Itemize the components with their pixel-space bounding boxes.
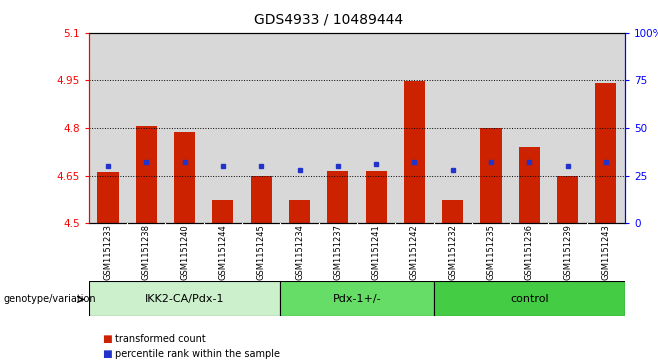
Text: ■: ■ — [102, 334, 112, 344]
Bar — [89, 281, 280, 316]
Bar — [127, 33, 165, 223]
Text: Pdx-1+/-: Pdx-1+/- — [333, 294, 381, 303]
Text: genotype/variation: genotype/variation — [3, 294, 96, 305]
Text: GSM1151243: GSM1151243 — [601, 224, 611, 280]
Text: GSM1151234: GSM1151234 — [295, 224, 304, 280]
Text: IKK2-CA/Pdx-1: IKK2-CA/Pdx-1 — [145, 294, 224, 303]
Text: GSM1151241: GSM1151241 — [372, 224, 380, 280]
Bar — [357, 33, 395, 223]
Bar — [97, 172, 118, 223]
Bar — [136, 126, 157, 223]
Bar — [174, 132, 195, 223]
Bar — [442, 200, 463, 223]
Bar — [472, 33, 510, 223]
Bar — [587, 33, 625, 223]
Bar — [366, 171, 387, 223]
Text: GSM1151244: GSM1151244 — [218, 224, 228, 280]
Bar — [289, 200, 310, 223]
Bar — [595, 83, 617, 223]
Text: GSM1151238: GSM1151238 — [141, 224, 151, 280]
Bar — [557, 176, 578, 223]
Text: ■: ■ — [102, 349, 112, 359]
Bar — [327, 171, 348, 223]
Bar — [519, 147, 540, 223]
Text: GSM1151236: GSM1151236 — [525, 224, 534, 280]
Text: GSM1151239: GSM1151239 — [563, 224, 572, 280]
Bar — [280, 281, 434, 316]
Bar — [165, 33, 204, 223]
Text: GSM1151240: GSM1151240 — [180, 224, 189, 280]
Bar — [480, 128, 501, 223]
Bar — [204, 33, 242, 223]
Bar — [213, 200, 234, 223]
Bar — [280, 33, 318, 223]
Bar — [434, 33, 472, 223]
Text: GSM1151245: GSM1151245 — [257, 224, 266, 280]
Text: percentile rank within the sample: percentile rank within the sample — [115, 349, 280, 359]
Text: transformed count: transformed count — [115, 334, 206, 344]
Text: GSM1151232: GSM1151232 — [448, 224, 457, 280]
Text: control: control — [510, 294, 549, 303]
Text: GSM1151233: GSM1151233 — [103, 224, 113, 280]
Bar — [549, 33, 587, 223]
Bar — [318, 33, 357, 223]
Text: GSM1151235: GSM1151235 — [486, 224, 495, 280]
Bar — [510, 33, 549, 223]
Bar — [395, 33, 434, 223]
Bar — [242, 33, 280, 223]
Bar — [251, 176, 272, 223]
Bar — [434, 281, 625, 316]
Text: GSM1151242: GSM1151242 — [410, 224, 419, 280]
Bar — [89, 33, 127, 223]
Text: GDS4933 / 10489444: GDS4933 / 10489444 — [255, 13, 403, 27]
Bar — [404, 81, 425, 223]
Text: GSM1151237: GSM1151237 — [334, 224, 342, 280]
